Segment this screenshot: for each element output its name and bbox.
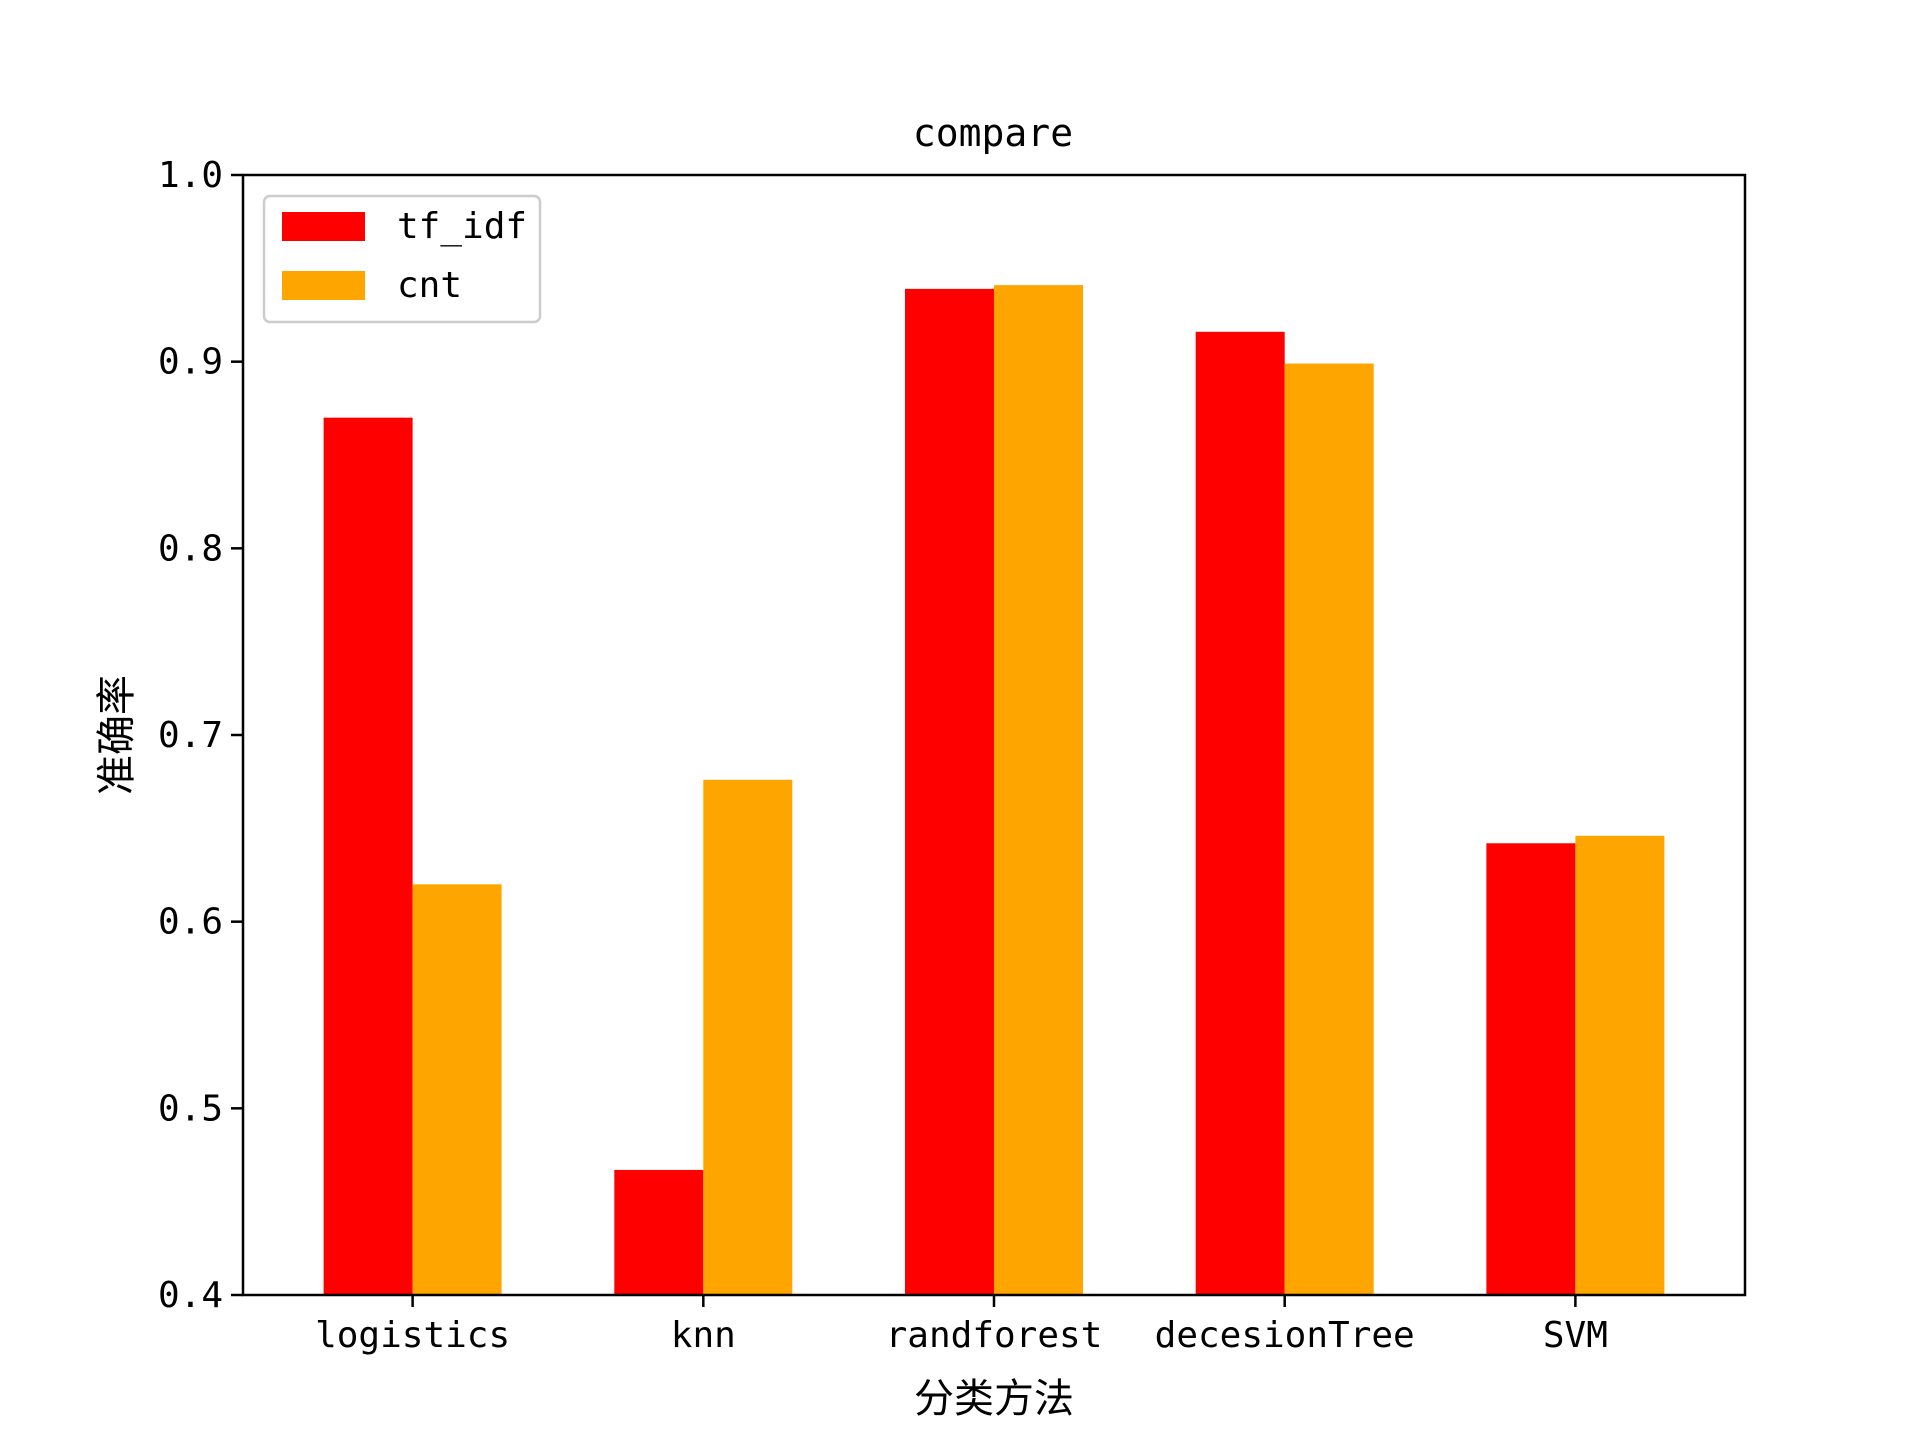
bar-cnt-decesionTree — [1284, 363, 1374, 1295]
x-tick-label: SVM — [1543, 1315, 1608, 1356]
y-tick-label: 0.7 — [158, 715, 223, 756]
bar-cnt-SVM — [1575, 835, 1665, 1295]
plot-frame — [241, 173, 1747, 1297]
y-axis-label: 准确率 — [94, 675, 140, 795]
y-tick-label: 1.0 — [158, 155, 223, 196]
y-axis-ticks: 0.4 0.5 0.6 0.7 0.8 0.9 1.0 — [158, 155, 243, 1316]
x-tick-label: knn — [671, 1315, 736, 1356]
y-tick-label: 0.6 — [158, 902, 223, 943]
bar-tf_idf-randforest — [905, 288, 994, 1295]
bar-tf_idf-decesionTree — [1195, 331, 1285, 1295]
y-tick-label: 0.9 — [158, 342, 223, 383]
bar-tf_idf-logistics — [323, 417, 413, 1296]
legend-label-tf_idf: tf_idf — [397, 206, 527, 247]
bars-group — [323, 285, 1665, 1296]
y-tick-label: 0.4 — [158, 1275, 223, 1316]
y-tick-label: 0.8 — [158, 528, 223, 569]
chart-title: compare — [913, 111, 1073, 155]
x-axis-label: 分类方法 — [914, 1376, 1074, 1422]
x-tick-label: randforest — [886, 1315, 1103, 1356]
bar-tf_idf-knn — [614, 1169, 704, 1295]
legend-swatch-tf_idf — [282, 212, 365, 241]
bar-cnt-knn — [703, 779, 793, 1295]
x-tick-label: logistics — [315, 1315, 510, 1356]
y-tick-label: 0.5 — [158, 1088, 223, 1129]
x-axis-ticks: logistics knn randforest decesionTree SVM — [315, 1295, 1608, 1356]
bar-tf_idf-SVM — [1486, 843, 1576, 1295]
bar-cnt-randforest — [994, 285, 1083, 1296]
legend-swatch-cnt — [282, 271, 365, 300]
bar-cnt-logistics — [412, 884, 502, 1295]
legend-label-cnt: cnt — [397, 265, 462, 306]
x-tick-label: decesionTree — [1155, 1315, 1415, 1356]
